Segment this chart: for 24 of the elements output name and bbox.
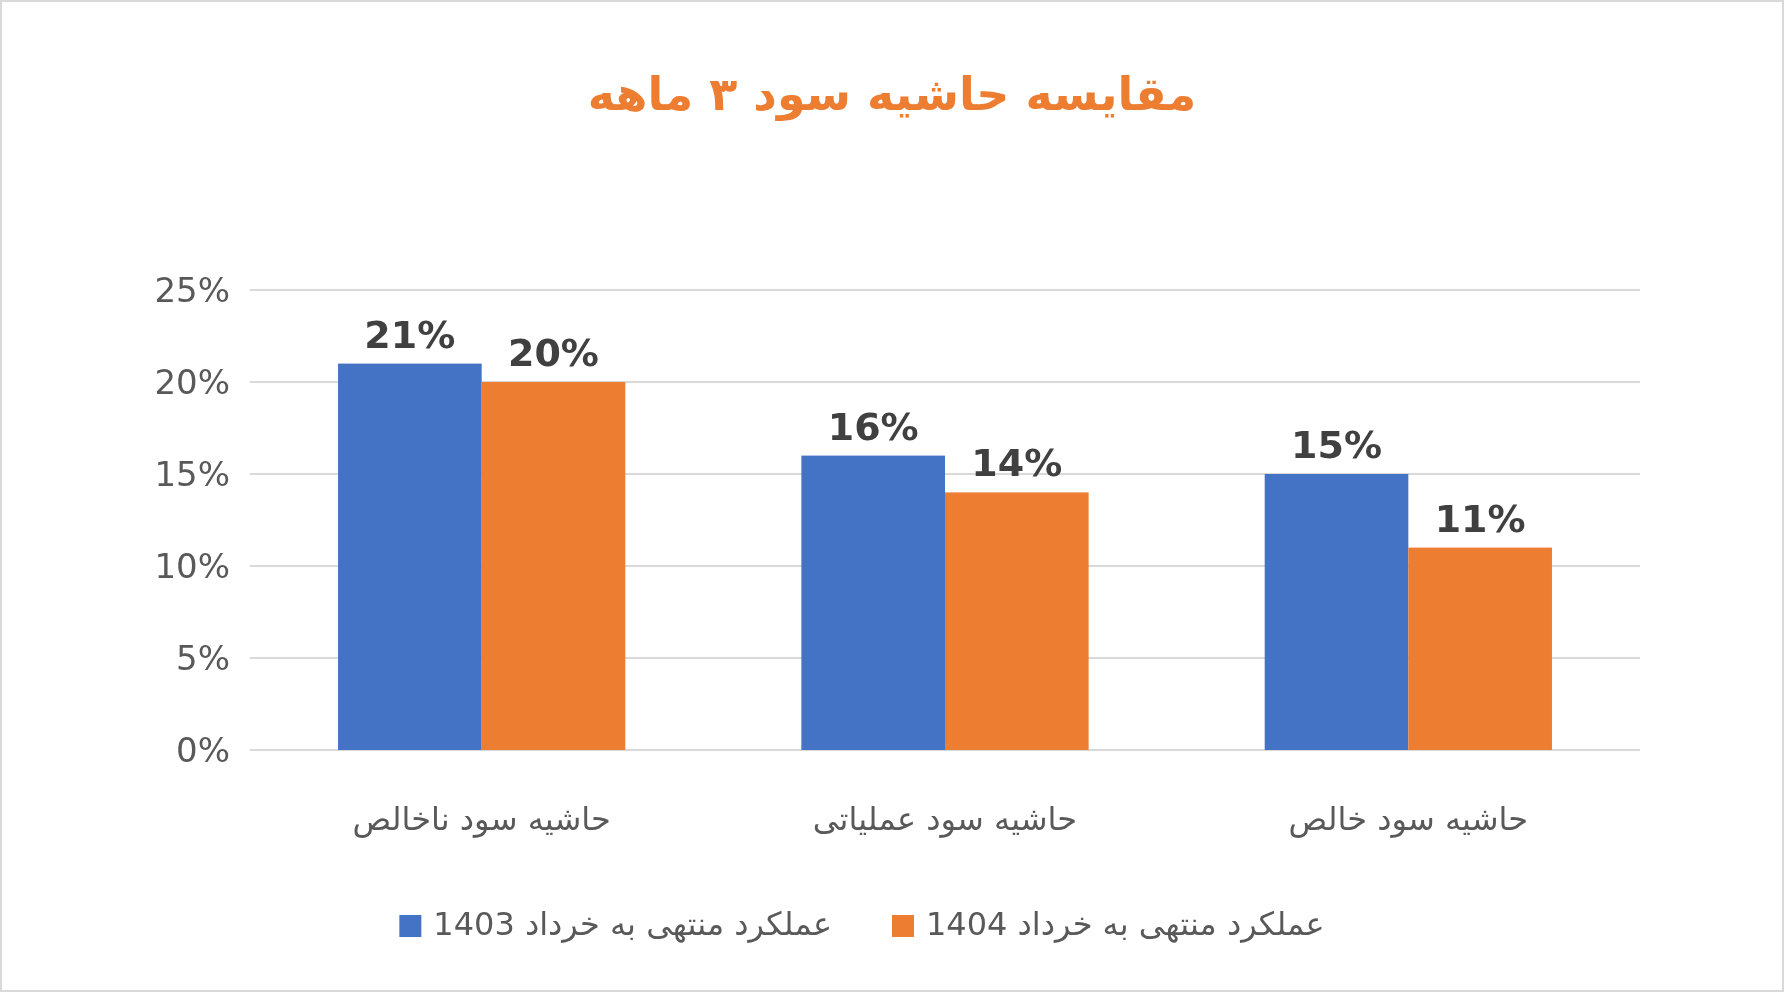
legend-label: عملکرد منتهی به خرداد 1403 (433, 905, 832, 943)
x-tick-label: حاشیه سود عملیاتی (812, 800, 1078, 838)
chart-title: مقایسه حاشیه سود ۳ ماهه (587, 67, 1197, 121)
y-tick-label: 25% (154, 270, 230, 310)
bar (481, 382, 626, 750)
data-label: 16% (827, 404, 919, 449)
data-label: 11% (1434, 496, 1526, 541)
y-tick-label: 15% (154, 454, 230, 494)
data-label: 15% (1291, 423, 1382, 467)
bar (1264, 474, 1409, 750)
y-tick-label: 20% (154, 362, 230, 402)
data-label: 21% (364, 312, 456, 357)
bar (945, 492, 1089, 750)
x-tick-label: حاشیه سود ناخالص (352, 800, 611, 838)
x-tick-label: حاشیه سود خالص (1288, 800, 1529, 838)
y-tick-label: 10% (154, 546, 230, 586)
bar (1408, 547, 1552, 750)
y-tick-label: 0% (176, 730, 230, 770)
bar (801, 455, 945, 750)
data-label: 20% (508, 331, 599, 375)
data-label: 14% (971, 441, 1063, 486)
y-tick-label: 5% (176, 638, 230, 678)
bar (338, 363, 482, 750)
legend-label: عملکرد منتهی به خرداد 1404 (926, 905, 1325, 943)
